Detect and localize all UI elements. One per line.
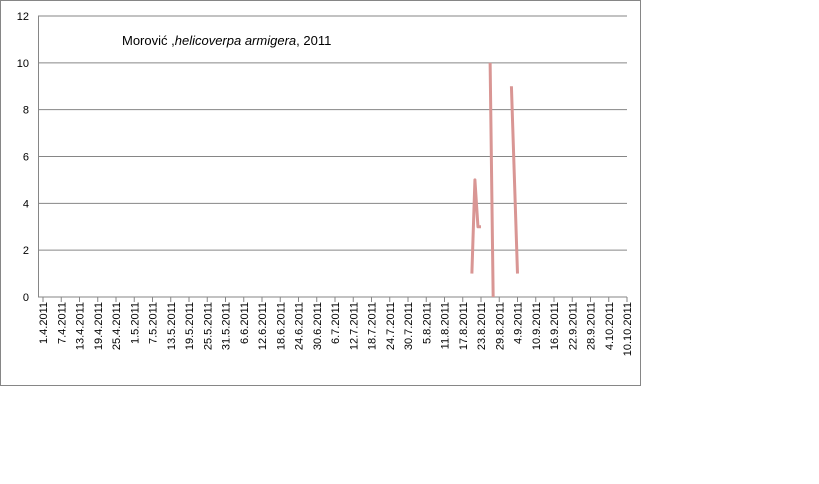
x-tick-label: 30.6.2011 (312, 302, 324, 350)
y-tick-label: 12 (17, 11, 29, 23)
y-tick-label: 0 (23, 292, 29, 304)
x-tick-label: 22.9.2011 (567, 302, 579, 350)
x-tick-label: 23.8.2011 (476, 302, 488, 350)
x-tick-label: 28.9.2011 (586, 302, 598, 350)
x-tick-label: 10.9.2011 (531, 302, 543, 350)
y-tick-label: 4 (23, 198, 29, 210)
x-tick-label: 4.9.2011 (513, 302, 525, 344)
x-tick-label: 29.8.2011 (494, 302, 506, 350)
chart-border (0, 0, 641, 386)
x-tick-label: 4.10.2011 (604, 302, 616, 350)
x-tick-label: 13.5.2011 (166, 302, 178, 350)
x-tick-label: 12.7.2011 (348, 302, 360, 350)
x-tick-label: 10.10.2011 (622, 302, 634, 356)
y-tick-label: 10 (17, 58, 29, 70)
chart-title: Morović ,helicoverpa armigera, 2011 (122, 33, 331, 48)
x-tick-label: 7.4.2011 (56, 302, 68, 344)
x-tick-label: 1.5.2011 (129, 302, 141, 344)
x-tick-label: 24.6.2011 (294, 302, 306, 350)
y-tick-label: 2 (23, 245, 29, 257)
x-tick-label: 19.4.2011 (93, 302, 105, 350)
x-tick-label: 12.6.2011 (257, 302, 269, 350)
x-tick-label: 18.7.2011 (367, 302, 379, 350)
x-tick-label: 11.8.2011 (440, 302, 452, 349)
y-tick-label: 8 (23, 105, 29, 117)
x-tick-label: 6.7.2011 (330, 302, 342, 344)
x-tick-label: 18.6.2011 (275, 302, 287, 350)
title-part: helicoverpa armigera (175, 33, 296, 48)
x-tick-label: 13.4.2011 (75, 302, 87, 350)
title-part: Morović , (122, 33, 175, 48)
title-part: , 2011 (296, 33, 331, 48)
x-tick-label: 17.8.2011 (458, 302, 470, 350)
x-tick-label: 6.6.2011 (239, 302, 251, 344)
x-tick-label: 1.4.2011 (38, 302, 50, 344)
x-tick-label: 25.5.2011 (202, 302, 214, 350)
x-tick-label: 25.4.2011 (111, 302, 123, 350)
x-tick-label: 31.5.2011 (221, 302, 233, 350)
x-tick-label: 24.7.2011 (385, 302, 397, 350)
y-tick-label: 6 (23, 152, 29, 164)
x-tick-label: 30.7.2011 (403, 302, 415, 350)
x-tick-label: 16.9.2011 (549, 302, 561, 350)
x-tick-label: 7.5.2011 (148, 302, 160, 344)
x-tick-label: 19.5.2011 (184, 302, 196, 350)
data-line (470, 62, 519, 298)
x-tick-label: 5.8.2011 (421, 302, 433, 344)
